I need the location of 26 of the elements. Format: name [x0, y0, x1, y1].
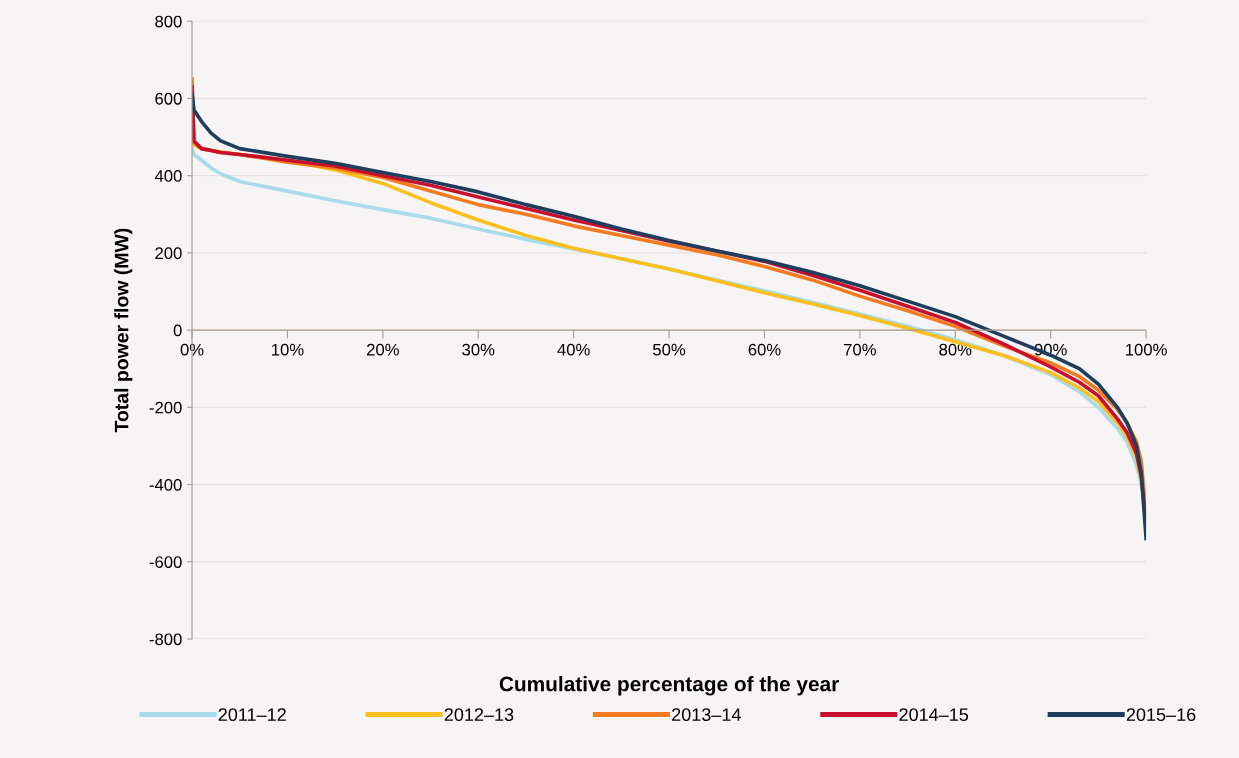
legend-label: 2011–12: [218, 708, 286, 722]
legend-label: 2012–13: [444, 708, 514, 722]
x-tick-label: 60%: [748, 343, 781, 356]
y-tick-label: 400: [154, 170, 182, 182]
x-tick-label: 20%: [367, 343, 399, 356]
x-tick-label: 80%: [939, 343, 972, 356]
legend-label: 2015–16: [1126, 708, 1196, 722]
y-tick-label: 200: [155, 247, 182, 260]
y-tick-label: 0: [173, 324, 182, 337]
y-tick-label: 600: [155, 92, 182, 105]
x-tick-label: 50%: [653, 343, 686, 356]
y-tick-label: 800: [155, 15, 182, 28]
x-tick-label: 30%: [462, 343, 495, 356]
y-axis-title: Total power flow (MW): [114, 228, 133, 433]
x-axis-title: Cumulative percentage of the year: [499, 676, 839, 696]
x-tick-label: 0%: [180, 343, 204, 356]
legend-label: 2013–14: [672, 708, 741, 722]
x-tick-label: 10%: [272, 343, 304, 356]
x-tick-label: 40%: [557, 343, 590, 356]
y-tick-label: -800: [149, 633, 182, 646]
x-tick-label: 100%: [1126, 343, 1167, 356]
y-tick-label: -400: [149, 478, 182, 491]
y-tick-label: -600: [149, 556, 182, 568]
y-tick-label: -200: [149, 401, 182, 414]
x-tick-label: 70%: [844, 343, 876, 356]
legend-label: 2014–15: [899, 708, 969, 722]
